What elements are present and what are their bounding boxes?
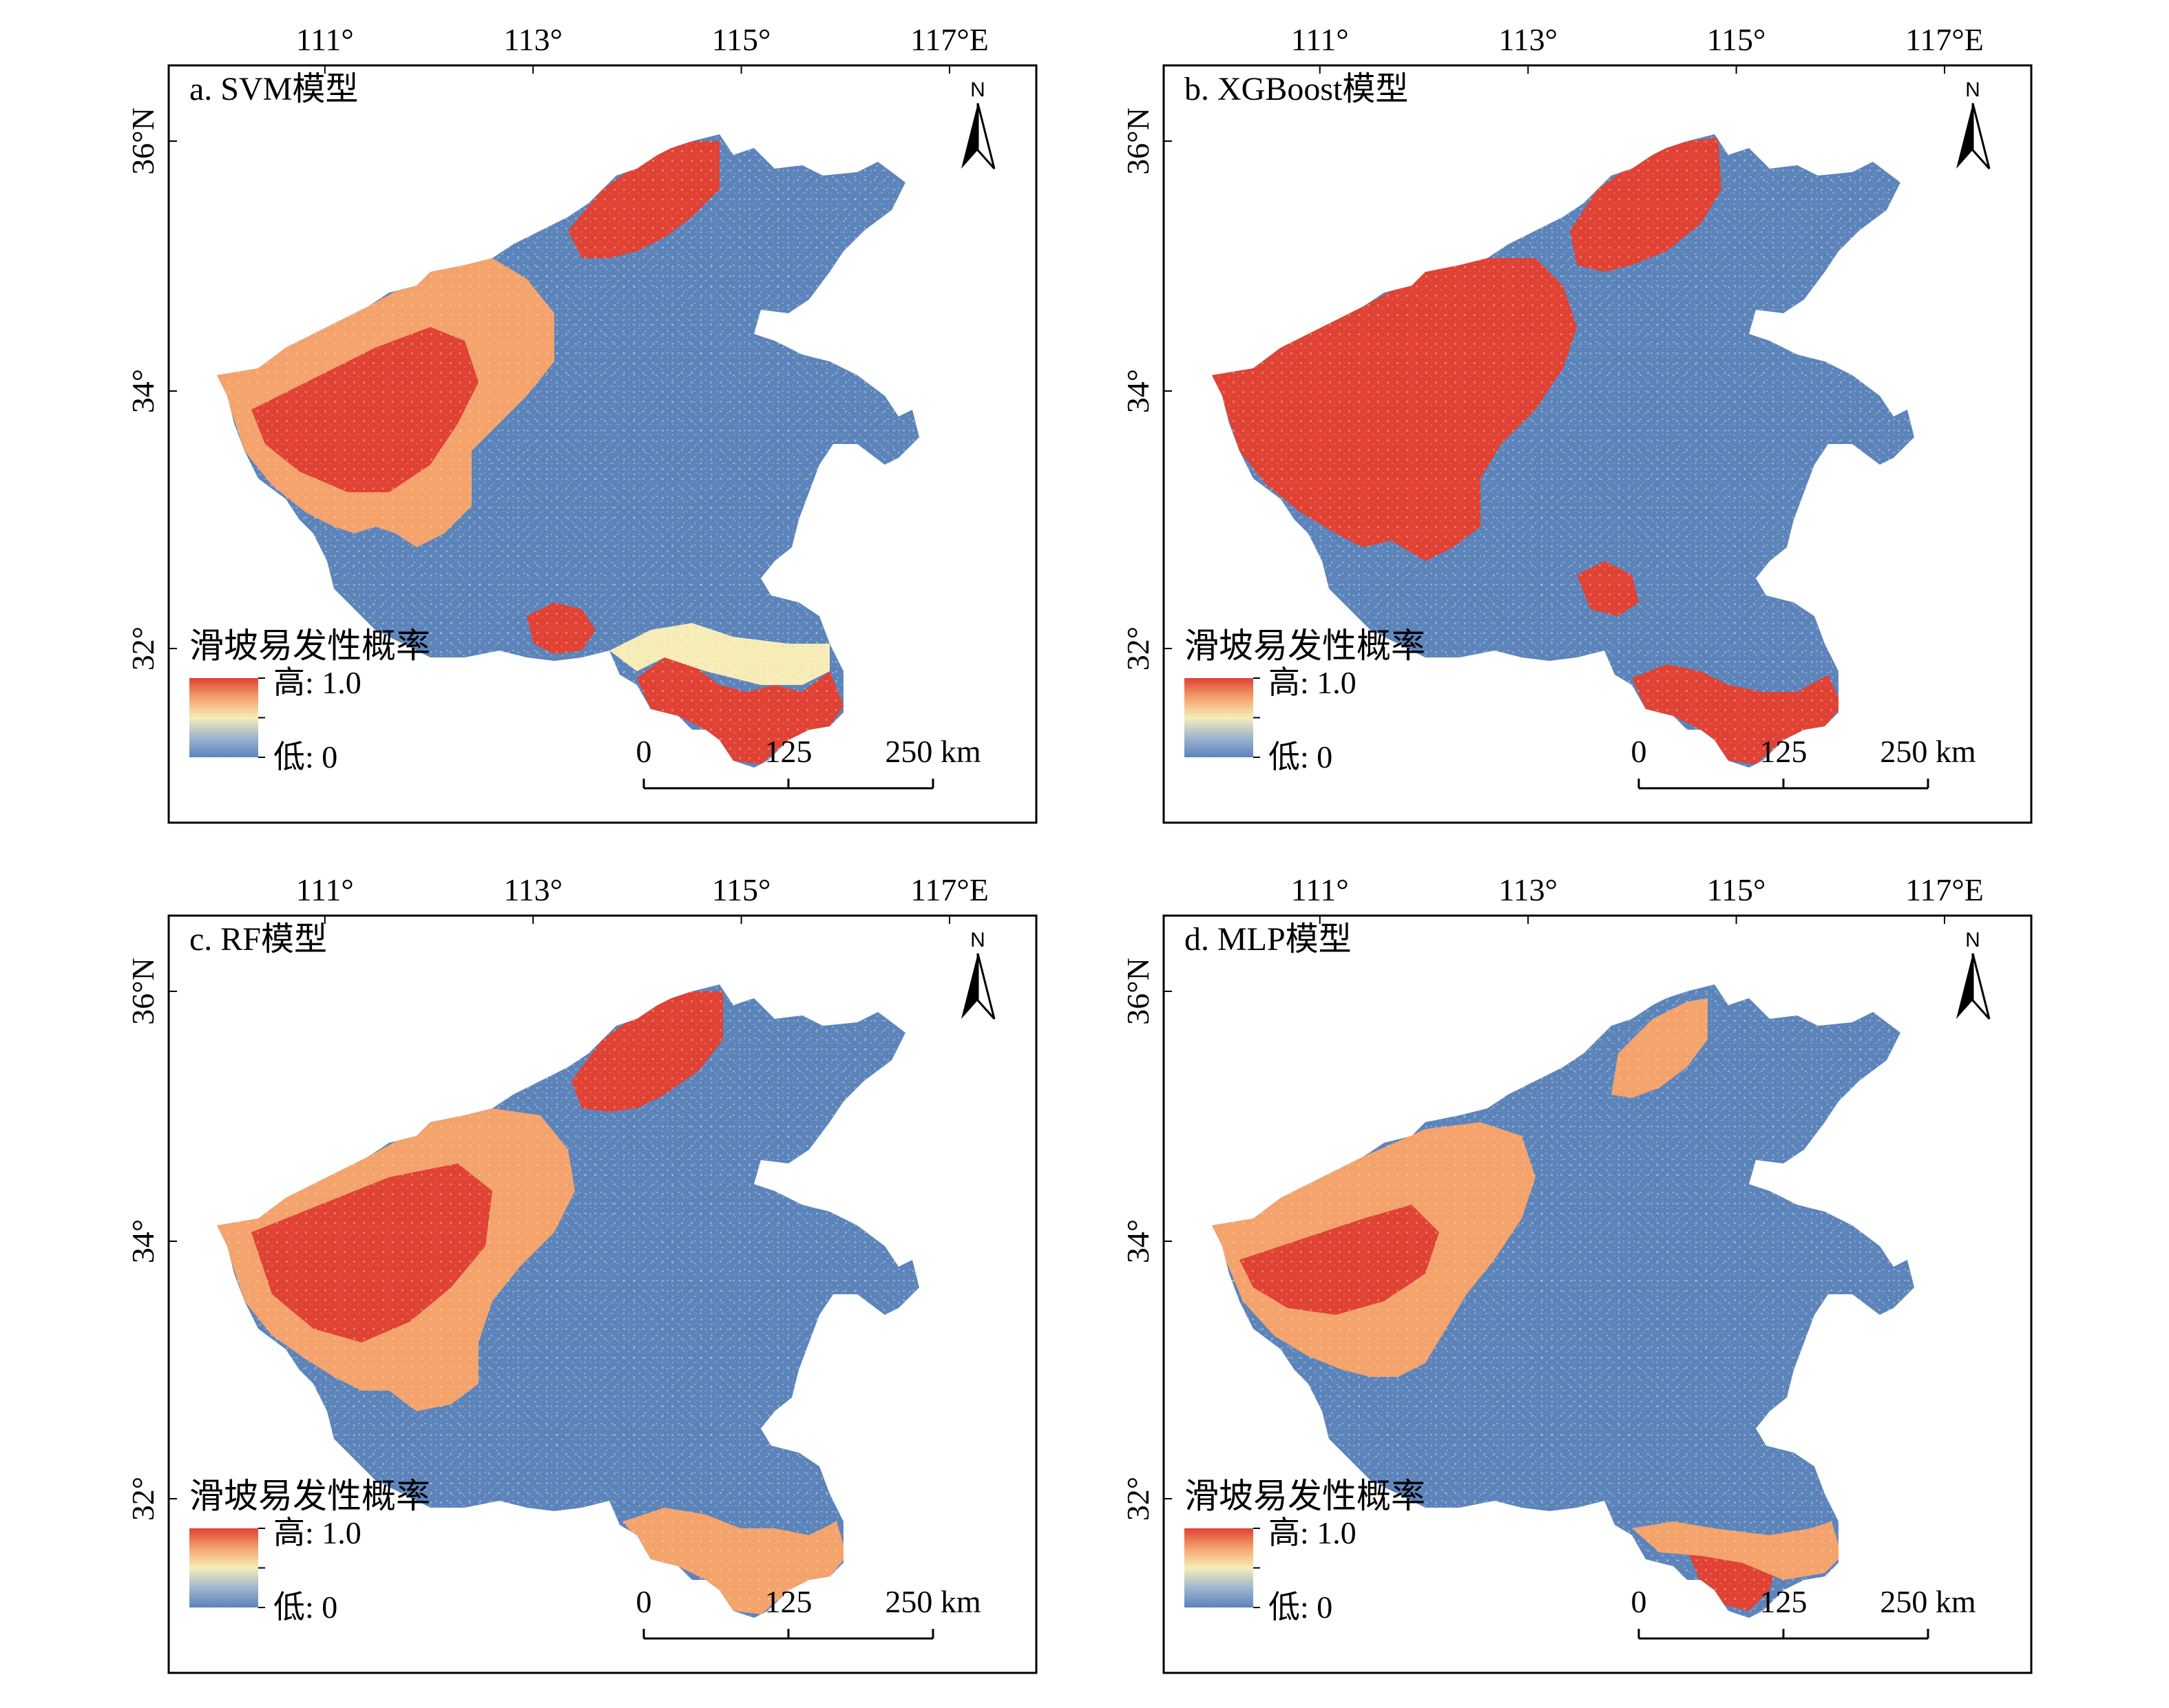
x-tick-label: 113° xyxy=(1498,22,1558,57)
legend-low-label: 低: 0 xyxy=(273,739,337,774)
x-tick-label: 113° xyxy=(503,22,563,57)
y-tick-label: 36°N xyxy=(125,107,160,175)
x-tick-label: 111° xyxy=(296,22,354,57)
legend-color-ramp xyxy=(1184,678,1253,757)
north-arrow-icon xyxy=(1956,103,1991,169)
panel-title: c. RF模型 xyxy=(189,921,327,958)
x-tick-label: 113° xyxy=(503,872,563,907)
susceptibility-map xyxy=(217,134,919,768)
susceptibility-map xyxy=(1212,134,1914,768)
scale-bar-label: 250 km xyxy=(1880,734,1976,769)
scale-bar-label: 125 xyxy=(1760,1584,1808,1619)
x-tick-label: 111° xyxy=(1291,22,1349,57)
x-tick-label: 117°E xyxy=(910,22,989,57)
legend-low-label: 低: 0 xyxy=(273,1590,337,1625)
y-tick-label: 32° xyxy=(125,626,160,671)
scale-bar-label: 250 km xyxy=(885,734,981,769)
x-tick-label: 115° xyxy=(712,22,771,57)
x-tick-label: 115° xyxy=(1707,22,1766,57)
scale-bar xyxy=(642,1629,934,1640)
x-tick-label: 115° xyxy=(1707,872,1766,907)
legend-high-label: 高: 1.0 xyxy=(273,665,362,700)
y-tick-label: 36°N xyxy=(1120,107,1155,175)
north-arrow-icon xyxy=(961,103,996,169)
y-tick-label: 36°N xyxy=(125,958,160,1025)
y-tick-label: 32° xyxy=(1120,626,1155,671)
north-arrow-label: N xyxy=(1965,929,1980,951)
legend-title: 滑坡易发性概率 xyxy=(1184,626,1425,665)
north-arrow-icon xyxy=(1956,953,1991,1020)
x-tick-label: 117°E xyxy=(1905,22,1984,57)
scale-bar xyxy=(1637,779,1929,790)
y-tick-label: 32° xyxy=(1120,1477,1155,1521)
y-tick-label: 32° xyxy=(125,1477,160,1521)
scale-bar xyxy=(642,779,934,790)
legend-title: 滑坡易发性概率 xyxy=(1184,1477,1425,1515)
x-tick-label: 117°E xyxy=(910,872,989,907)
scale-bar xyxy=(1637,1629,1929,1640)
scale-bar-label: 0 xyxy=(636,1584,652,1619)
legend-high-label: 高: 1.0 xyxy=(1268,665,1356,700)
legend-title: 滑坡易发性概率 xyxy=(189,626,430,665)
y-tick-label: 34° xyxy=(1120,369,1155,413)
scale-bar-label: 250 km xyxy=(1880,1584,1976,1619)
panel-title: b. XGBoost模型 xyxy=(1184,71,1408,107)
x-tick-label: 111° xyxy=(296,872,354,907)
y-tick-label: 34° xyxy=(125,1219,160,1263)
scale-bar-label: 125 xyxy=(765,734,813,769)
north-arrow-label: N xyxy=(970,78,985,101)
panel-b: 111° 113° 115° 117°E 36°N 34° 32° b. XGBoost模型 N… xyxy=(1120,22,2033,824)
scale-bar-label: 0 xyxy=(636,734,652,769)
legend-low-label: 低: 0 xyxy=(1268,1590,1332,1625)
scale-bar-label: 0 xyxy=(1631,734,1647,769)
scale-bar-label: 250 km xyxy=(885,1584,981,1619)
susceptibility-map xyxy=(1212,984,1914,1618)
legend-color-ramp xyxy=(189,1528,258,1607)
north-arrow-label: N xyxy=(1965,78,1980,101)
x-tick-label: 115° xyxy=(712,872,771,907)
x-tick-label: 111° xyxy=(1291,872,1349,907)
legend-high-label: 高: 1.0 xyxy=(1268,1515,1356,1550)
panel-d: 111° 113° 115° 117°E 36°N 34° 32° d. MLP模型 N 滑坡易发… xyxy=(1120,872,2033,1674)
legend-color-ramp xyxy=(1184,1528,1253,1607)
legend-title: 滑坡易发性概率 xyxy=(189,1477,430,1515)
scale-bar-label: 125 xyxy=(765,1584,813,1619)
panel-c: 111° 113° 115° 117°E 36°N 34° 32° c. RF模型 N 滑坡易发性… xyxy=(125,872,1038,1674)
y-tick-label: 34° xyxy=(1120,1219,1155,1263)
x-tick-label: 117°E xyxy=(1905,872,1984,907)
x-tick-label: 113° xyxy=(1498,872,1558,907)
scale-bar-label: 125 xyxy=(1760,734,1808,769)
panel-title: d. MLP模型 xyxy=(1184,921,1352,958)
scale-bar-label: 0 xyxy=(1631,1584,1647,1619)
panel-a: 111° 113° 115° 117°E 36°N 34° 32° a. SVM模型 N 滑坡易发… xyxy=(125,22,1038,824)
y-tick-label: 36°N xyxy=(1120,958,1155,1025)
susceptibility-map xyxy=(217,984,919,1618)
legend-high-label: 高: 1.0 xyxy=(273,1515,362,1550)
legend-color-ramp xyxy=(189,678,258,757)
y-tick-label: 34° xyxy=(125,369,160,413)
legend-low-label: 低: 0 xyxy=(1268,739,1332,774)
panel-title: a. SVM模型 xyxy=(189,71,358,107)
north-arrow-label: N xyxy=(970,929,985,951)
north-arrow-icon xyxy=(961,953,996,1020)
